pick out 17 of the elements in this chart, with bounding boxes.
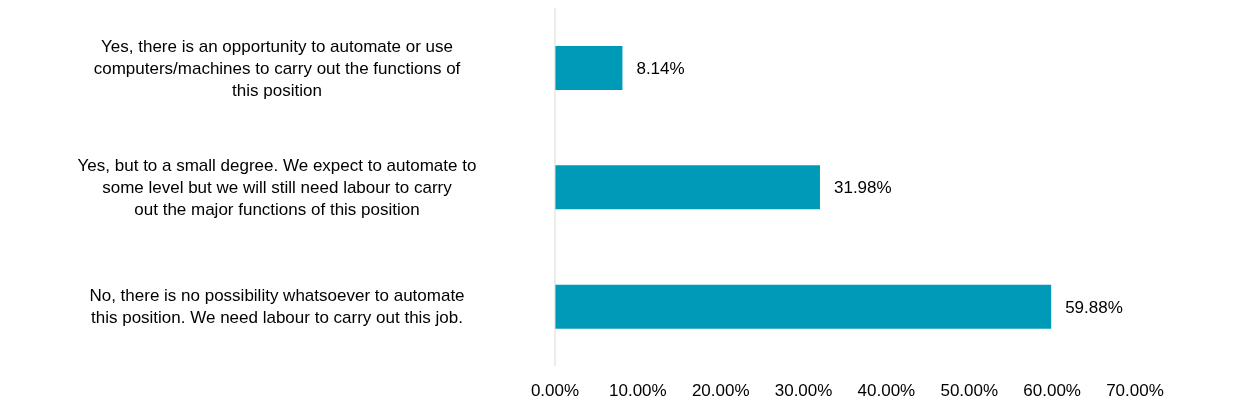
y-tick-label: Yes, but to a small degree. We expect to automate to some level but we will still need labour to carry out the major functions of this position <box>77 155 477 219</box>
data-label: 59.88% <box>1065 297 1123 317</box>
x-tick-label: 30.00% <box>774 381 833 401</box>
x-tick-label: 0.00% <box>530 381 580 401</box>
data-label: 8.14% <box>636 59 685 79</box>
bar <box>555 165 820 210</box>
data-label: 31.98% <box>833 178 892 198</box>
bar <box>555 284 1052 329</box>
x-tick-label: 40.00% <box>857 381 916 401</box>
x-tick-label: 70.00% <box>1106 381 1164 401</box>
y-tick-label: No, there is no possibility whatsoever to automate this position. We need labour to carry out this job. <box>89 285 465 327</box>
x-tick-label: 10.00% <box>609 381 667 401</box>
x-tick-label: 60.00% <box>1023 381 1081 401</box>
x-tick-label: 20.00% <box>691 381 750 401</box>
x-tick-label: 50.00% <box>940 381 999 401</box>
y-tick-label: Yes, there is an opportunity to automate or use computers/machines to carry out the functions of this position <box>93 36 461 100</box>
bar <box>555 46 623 90</box>
